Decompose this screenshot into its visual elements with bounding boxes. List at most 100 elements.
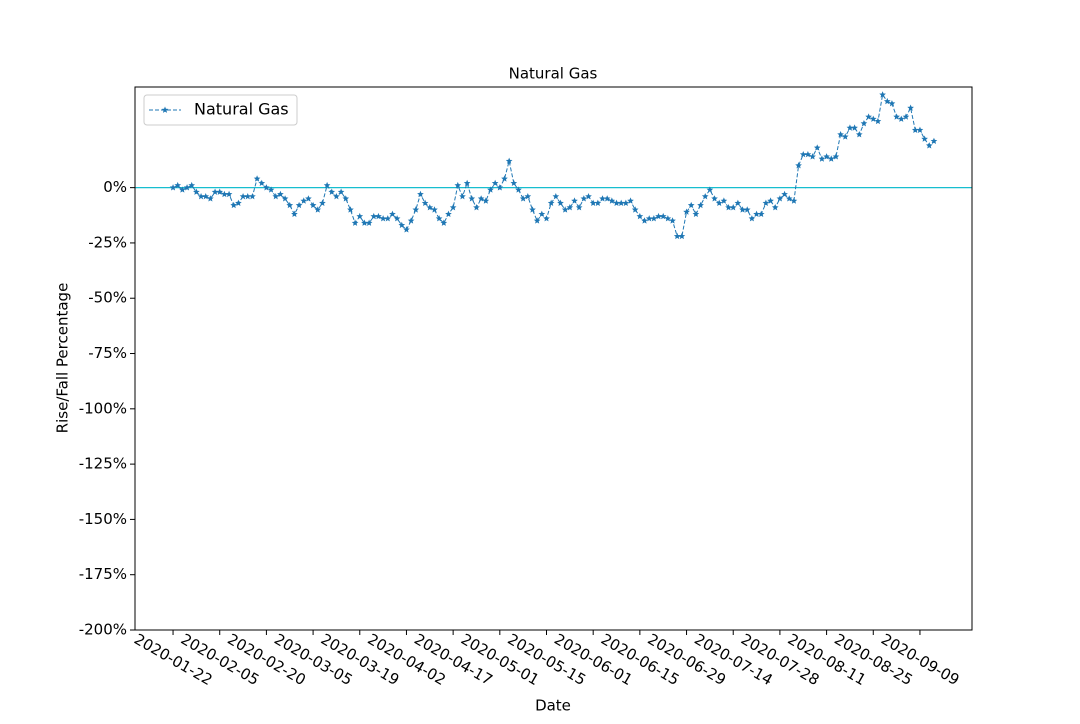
data-point (701, 192, 709, 200)
data-point (496, 184, 504, 191)
data-point (459, 192, 466, 200)
data-point (225, 190, 233, 198)
data-point (739, 206, 746, 213)
data-point (580, 195, 588, 202)
data-point (267, 186, 275, 193)
x-axis-label: Date (535, 697, 571, 715)
data-point (431, 206, 438, 213)
data-point (277, 190, 284, 198)
data-point (244, 192, 252, 200)
data-point (445, 210, 452, 218)
data-point (925, 142, 933, 149)
data-point (323, 181, 331, 189)
data-point (533, 217, 541, 224)
data-point (440, 219, 448, 226)
data-point (594, 199, 602, 206)
data-point (687, 201, 695, 209)
data-point (347, 206, 354, 213)
data-point (482, 197, 490, 204)
data-point (398, 221, 406, 229)
data-point (505, 157, 513, 164)
data-point (650, 215, 658, 222)
data-point (557, 199, 564, 206)
data-point (333, 192, 340, 200)
data-point (631, 206, 639, 213)
y-tick-label: -200% (79, 621, 127, 639)
data-point (179, 186, 186, 193)
data-point (403, 226, 410, 233)
data-point (547, 199, 555, 206)
data-point (636, 212, 644, 220)
data-point (678, 232, 686, 240)
data-point (846, 124, 854, 131)
data-point (529, 206, 536, 213)
y-tick-label: -125% (79, 455, 127, 473)
data-point (300, 197, 308, 204)
data-point (169, 184, 177, 191)
data-point (599, 195, 606, 202)
data-point (566, 204, 574, 211)
plot-frame (134, 86, 973, 631)
data-point (193, 188, 200, 195)
data-point (356, 212, 364, 220)
data-point (911, 126, 919, 133)
data-point (221, 190, 228, 198)
data-point (253, 175, 261, 182)
data-point (491, 179, 499, 187)
data-point (211, 188, 219, 195)
data-point (463, 179, 471, 187)
data-point (673, 232, 681, 240)
y-tick-label: -175% (79, 565, 127, 583)
data-point (888, 100, 896, 107)
data-point (291, 210, 298, 218)
data-point (510, 179, 518, 187)
data-point (389, 210, 396, 218)
y-tick-label: 0% (103, 178, 127, 196)
data-point (281, 195, 289, 202)
legend: Natural Gas (143, 94, 298, 126)
data-point (361, 219, 368, 226)
data-point (841, 133, 849, 140)
data-point (370, 212, 378, 220)
data-point (384, 215, 392, 222)
data-point (613, 199, 620, 206)
data-point (874, 117, 882, 125)
data-point (552, 192, 560, 200)
data-point (762, 199, 770, 206)
data-point (417, 190, 424, 198)
data-point (655, 212, 662, 220)
data-point (907, 104, 914, 111)
data-point (585, 192, 592, 200)
y-tick-label: -100% (79, 399, 127, 417)
data-point (776, 195, 784, 202)
data-point (799, 150, 807, 158)
data-point (575, 204, 583, 211)
data-point (235, 199, 242, 206)
y-tick-label: -150% (79, 510, 127, 528)
data-point (617, 199, 625, 206)
data-point (524, 192, 532, 200)
data-point (683, 208, 690, 215)
data-point (743, 206, 751, 213)
legend-box (143, 94, 298, 126)
data-point (832, 153, 840, 160)
data-point (916, 126, 924, 133)
data-point (818, 155, 826, 162)
data-point (809, 153, 816, 160)
data-point (519, 195, 527, 202)
data-point (188, 181, 196, 189)
data-point (711, 195, 718, 202)
data-point (328, 188, 336, 195)
data-point (771, 204, 779, 211)
data-point (930, 137, 938, 145)
data-point (309, 201, 317, 209)
data-point (715, 199, 723, 206)
data-point (767, 197, 774, 204)
data-point (515, 186, 522, 193)
data-point (249, 192, 256, 200)
data-point (781, 190, 788, 198)
data-point (239, 192, 247, 200)
data-point (571, 197, 578, 204)
data-point (393, 215, 401, 222)
